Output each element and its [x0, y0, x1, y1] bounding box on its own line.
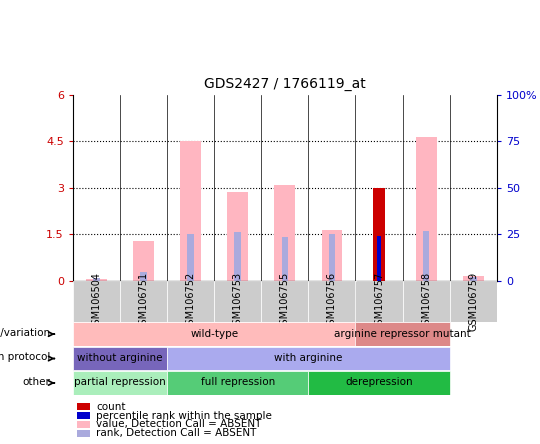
- Bar: [274, 185, 295, 281]
- Bar: [167, 371, 308, 395]
- Text: GSM106756: GSM106756: [327, 272, 337, 331]
- Bar: [355, 322, 450, 346]
- Bar: [187, 234, 194, 281]
- Bar: [86, 278, 107, 281]
- Bar: [423, 231, 429, 281]
- Bar: [73, 371, 167, 395]
- Text: GSM106759: GSM106759: [468, 272, 478, 331]
- Bar: [470, 278, 476, 281]
- Text: without arginine: without arginine: [77, 353, 163, 363]
- Bar: [73, 322, 355, 346]
- Bar: [73, 347, 167, 370]
- Bar: [73, 281, 120, 322]
- Text: count: count: [96, 402, 126, 412]
- Text: partial repression: partial repression: [74, 377, 166, 388]
- Bar: [214, 281, 261, 322]
- Bar: [77, 403, 90, 410]
- Bar: [355, 281, 403, 322]
- Text: GSM106753: GSM106753: [233, 272, 243, 331]
- Bar: [261, 281, 308, 322]
- Text: percentile rank within the sample: percentile rank within the sample: [96, 411, 272, 420]
- Text: wild-type: wild-type: [190, 329, 238, 339]
- Bar: [463, 276, 484, 281]
- Text: growth protocol: growth protocol: [0, 352, 51, 362]
- Bar: [120, 281, 167, 322]
- Text: GSM106751: GSM106751: [139, 272, 148, 331]
- Bar: [416, 137, 436, 281]
- Text: derepression: derepression: [345, 377, 413, 388]
- Text: full repression: full repression: [201, 377, 275, 388]
- Text: GSM106504: GSM106504: [91, 272, 102, 331]
- Title: GDS2427 / 1766119_at: GDS2427 / 1766119_at: [204, 77, 366, 91]
- Bar: [167, 347, 450, 370]
- Bar: [140, 272, 147, 281]
- Text: arginine repressor mutant: arginine repressor mutant: [334, 329, 471, 339]
- Text: with arginine: with arginine: [274, 353, 342, 363]
- Bar: [167, 281, 214, 322]
- Bar: [450, 281, 497, 322]
- Text: other: other: [23, 377, 51, 387]
- Bar: [227, 193, 248, 281]
- Bar: [77, 430, 90, 437]
- Text: GSM106757: GSM106757: [374, 272, 384, 331]
- Bar: [322, 230, 342, 281]
- Bar: [77, 421, 90, 428]
- Bar: [234, 232, 241, 281]
- Bar: [93, 278, 100, 281]
- Bar: [403, 281, 450, 322]
- Text: GSM106758: GSM106758: [421, 272, 431, 331]
- Bar: [377, 236, 381, 281]
- Text: GSM106755: GSM106755: [280, 272, 290, 331]
- Bar: [329, 234, 335, 281]
- Text: rank, Detection Call = ABSENT: rank, Detection Call = ABSENT: [96, 428, 256, 438]
- Bar: [308, 281, 355, 322]
- Bar: [308, 371, 450, 395]
- Bar: [281, 237, 288, 281]
- Bar: [373, 188, 384, 281]
- Text: value, Detection Call = ABSENT: value, Detection Call = ABSENT: [96, 420, 261, 429]
- Bar: [180, 141, 201, 281]
- Text: GSM106752: GSM106752: [186, 272, 195, 331]
- Bar: [77, 412, 90, 419]
- Text: genotype/variation: genotype/variation: [0, 328, 51, 338]
- Bar: [133, 241, 154, 281]
